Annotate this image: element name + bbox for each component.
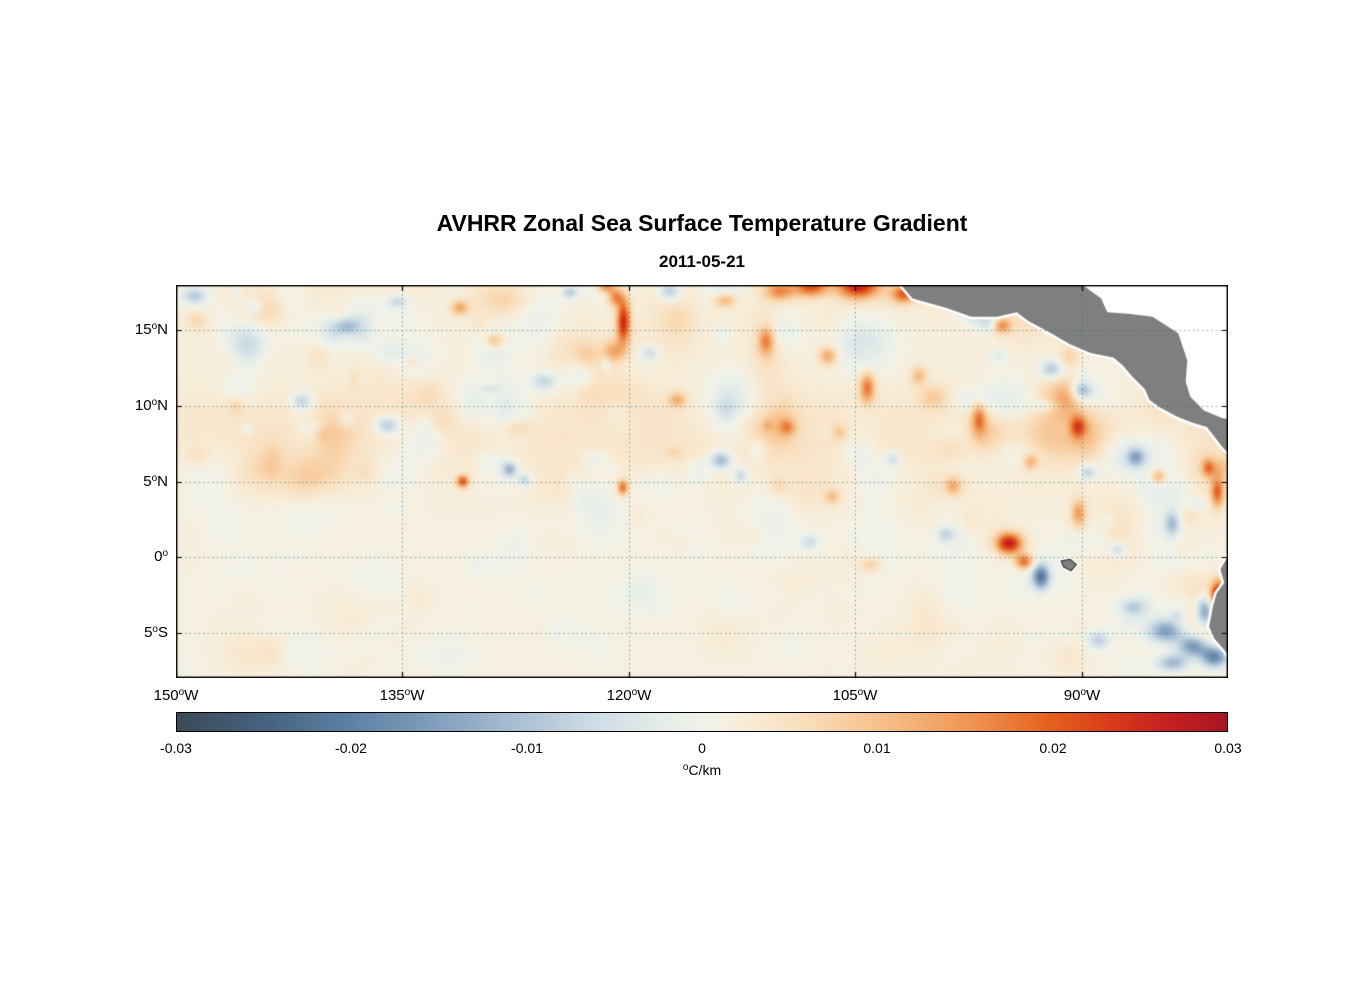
y-tick-label: 0o	[90, 547, 168, 567]
colorbar-tick-label: -0.01	[511, 740, 543, 756]
colorbar-tick-label: 0.01	[863, 740, 891, 756]
colorbar-tick-label: 0	[698, 740, 706, 756]
x-tick-label: 120oW	[607, 687, 652, 704]
tick-value: 150	[153, 687, 179, 704]
degree-sup: o	[151, 321, 158, 332]
degree-sup: o	[178, 687, 185, 698]
tick-value: 10	[134, 397, 152, 414]
tick-value: 5	[144, 624, 153, 641]
degree-sup: o	[857, 687, 864, 698]
tick-dir: N	[157, 473, 168, 490]
degree-sup: o	[151, 473, 158, 484]
degree-sup: o	[631, 687, 638, 698]
y-tick-label: 5oN	[90, 472, 168, 492]
chart-title: AVHRR Zonal Sea Surface Temperature Grad…	[436, 210, 968, 236]
unit-text: C/km	[688, 762, 722, 778]
y-tick-label: 10oN	[90, 396, 168, 416]
degree-sup: o	[404, 687, 411, 698]
tick-dir: W	[1086, 687, 1101, 704]
tick-value: 135	[379, 687, 405, 704]
map-heatmap-canvas	[176, 285, 1228, 678]
colorbar-tick-label: 0.02	[1039, 740, 1067, 756]
tick-dir: N	[157, 321, 168, 338]
colorbar	[176, 712, 1228, 732]
degree-sup: o	[1080, 687, 1087, 698]
tick-value: 105	[832, 687, 858, 704]
x-tick-label: 90oW	[1064, 687, 1100, 704]
degree-sup: o	[151, 397, 158, 408]
tick-dir: W	[637, 687, 652, 704]
tick-dir: W	[410, 687, 425, 704]
y-tick-label: 5oS	[90, 623, 168, 643]
degree-sup: o	[682, 762, 689, 773]
degree-sup: o	[152, 624, 158, 635]
colorbar-tick-label: -0.02	[335, 740, 367, 756]
y-tick-label: 15oN	[90, 320, 168, 340]
tick-value: 0	[154, 548, 163, 565]
tick-value: 120	[606, 687, 632, 704]
tick-dir: N	[157, 397, 168, 414]
x-tick-label: 150oW	[154, 687, 199, 704]
x-tick-label: 105oW	[833, 687, 878, 704]
tick-dir: S	[157, 624, 168, 641]
x-tick-label: 135oW	[380, 687, 425, 704]
colorbar-unit-label: oC/km	[176, 762, 1228, 778]
tick-value: 90	[1063, 687, 1081, 704]
tick-dir: W	[863, 687, 878, 704]
degree-sup: o	[162, 548, 168, 559]
tick-value: 15	[134, 321, 152, 338]
colorbar-tick-label: -0.03	[160, 740, 192, 756]
chart-date: 2011-05-21	[658, 252, 746, 271]
tick-dir: W	[184, 687, 199, 704]
colorbar-tick-label: 0.03	[1214, 740, 1242, 756]
tick-value: 5	[143, 473, 152, 490]
